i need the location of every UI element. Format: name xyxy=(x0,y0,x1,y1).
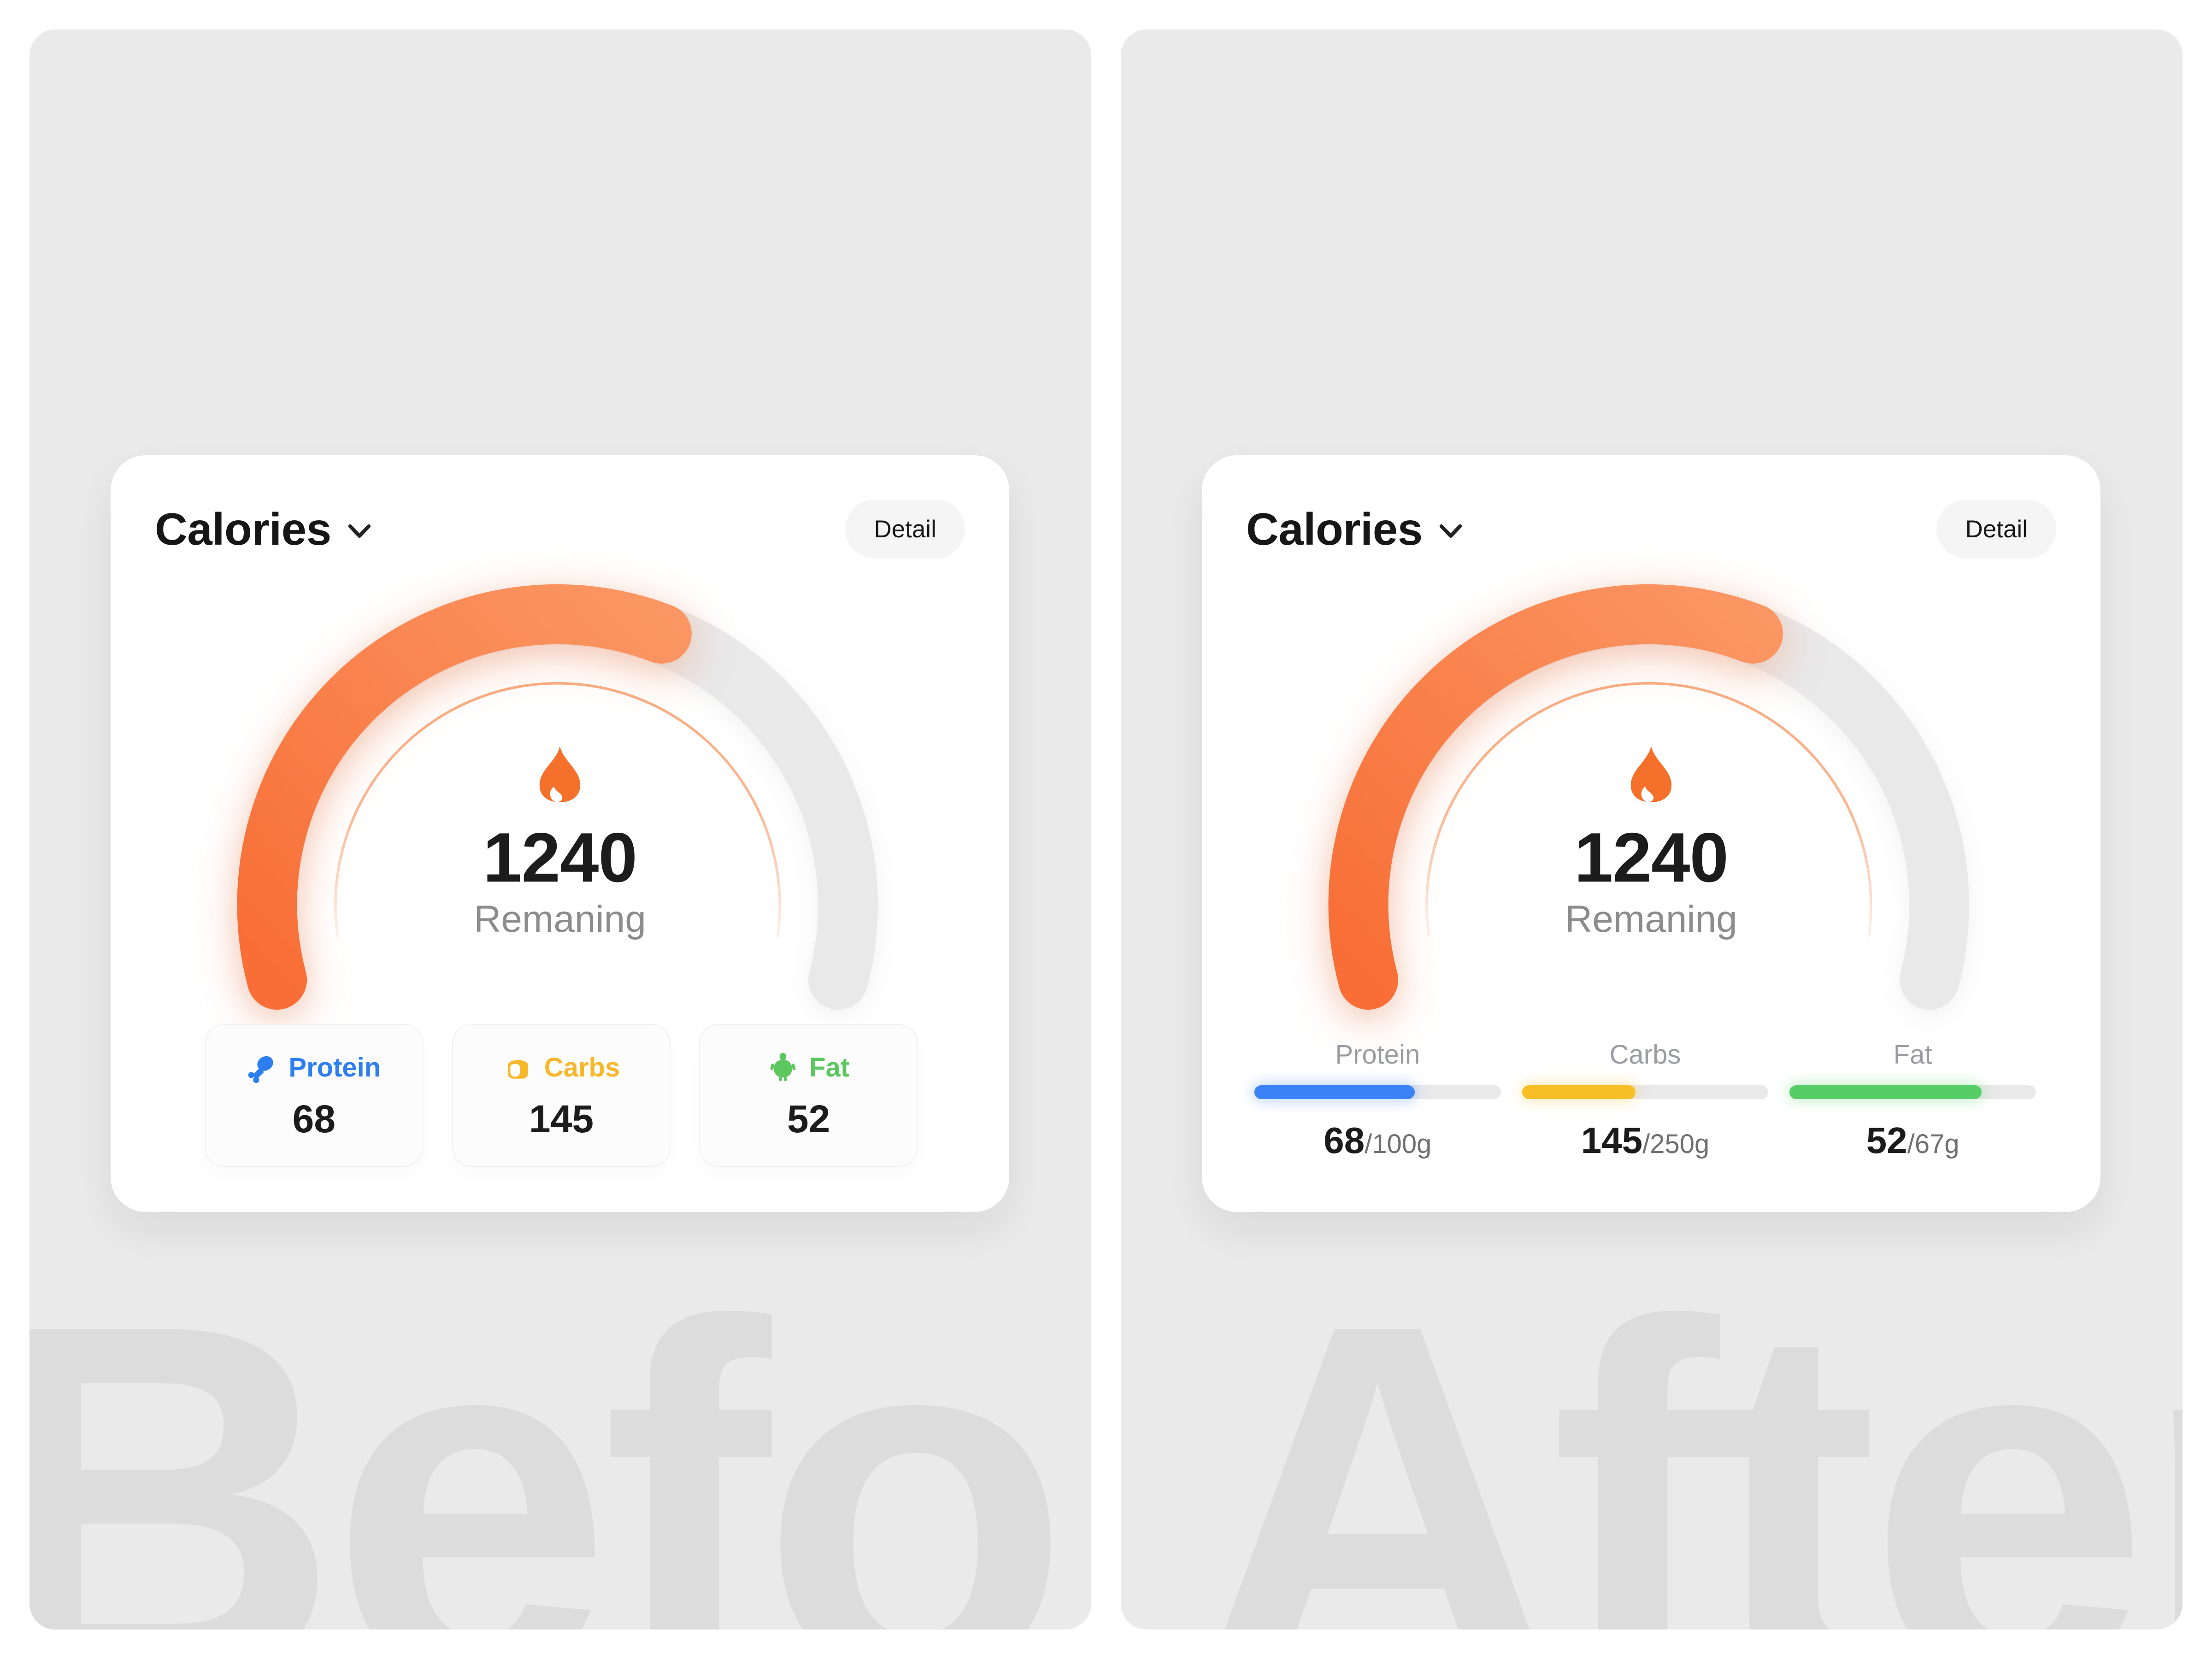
macro-value: 68 xyxy=(292,1097,336,1141)
detail-button[interactable]: Detail xyxy=(845,500,965,559)
macro-name: Fat xyxy=(809,1053,850,1082)
macro-head: Protein xyxy=(247,1053,381,1083)
macro-value: 145/250g xyxy=(1581,1119,1710,1161)
macro-box-fat: Fat 52 xyxy=(699,1024,918,1167)
gauge-progress-arc xyxy=(1328,584,1783,1010)
calories-dropdown[interactable]: Calories xyxy=(1246,503,1463,555)
calories-card-before: Calories Detail xyxy=(111,455,1009,1212)
watermark-after: After xyxy=(1194,1219,2183,1630)
chevron-down-icon xyxy=(1439,524,1462,538)
card-title: Calories xyxy=(1246,503,1423,554)
card-title: Calories xyxy=(155,503,331,554)
macro-box-carbs: Carbs 145 xyxy=(452,1024,671,1167)
macro-name: Protein xyxy=(288,1053,381,1082)
protein-progress-fill xyxy=(1254,1085,1415,1099)
watermark-before: Before xyxy=(29,1219,1091,1630)
panel-after: After Calories Detail xyxy=(1121,29,2183,1630)
bread-icon xyxy=(508,1060,528,1079)
macro-protein: Protein 68/100g xyxy=(1254,1040,1501,1159)
macro-name: Fat xyxy=(1893,1040,1932,1070)
gauge-inner-ring xyxy=(334,682,781,938)
gauge-inner-ring xyxy=(1425,682,1872,938)
macro-value: 52/67g xyxy=(1866,1119,1959,1161)
macro-name: Protein xyxy=(1335,1040,1420,1070)
gauge-progress-arc xyxy=(237,584,692,1010)
macro-box-protein: Protein 68 xyxy=(205,1024,424,1167)
calories-gauge xyxy=(237,584,878,1010)
macro-name: Carbs xyxy=(544,1053,620,1082)
calories-gauge xyxy=(1328,584,1969,1010)
macro-value: 52 xyxy=(787,1097,830,1141)
panel-before: Before Calories Detail xyxy=(29,29,1091,1630)
macro-progress-row: Protein 68/100g Carbs 145/250g Fat xyxy=(1254,1040,2036,1159)
calories-card-after: Calories Detail xyxy=(1202,455,2100,1212)
fat-progress-bar xyxy=(1789,1085,2036,1099)
chevron-down-icon xyxy=(348,524,371,538)
macro-value: 68/100g xyxy=(1324,1119,1432,1161)
detail-button[interactable]: Detail xyxy=(1936,500,2056,559)
fat-progress-fill xyxy=(1789,1085,1982,1099)
macro-head: Carbs xyxy=(503,1053,620,1083)
macro-carbs: Carbs 145/250g xyxy=(1522,1040,1769,1159)
macro-boxes-row: Protein 68 Carbs 145 xyxy=(205,1024,918,1167)
card-header: Calories Detail xyxy=(1246,500,2056,559)
carbs-progress-fill xyxy=(1522,1085,1635,1099)
protein-progress-bar xyxy=(1254,1085,1501,1099)
drumstick-icon xyxy=(248,1056,274,1083)
calories-dropdown[interactable]: Calories xyxy=(155,503,372,555)
macro-value: 145 xyxy=(529,1097,594,1141)
fat-figure-icon xyxy=(770,1053,796,1082)
carbs-progress-bar xyxy=(1522,1085,1769,1099)
macro-head: Fat xyxy=(768,1053,849,1083)
card-header: Calories Detail xyxy=(155,500,965,559)
macro-name: Carbs xyxy=(1609,1040,1681,1070)
macro-fat: Fat 52/67g xyxy=(1789,1040,2036,1159)
